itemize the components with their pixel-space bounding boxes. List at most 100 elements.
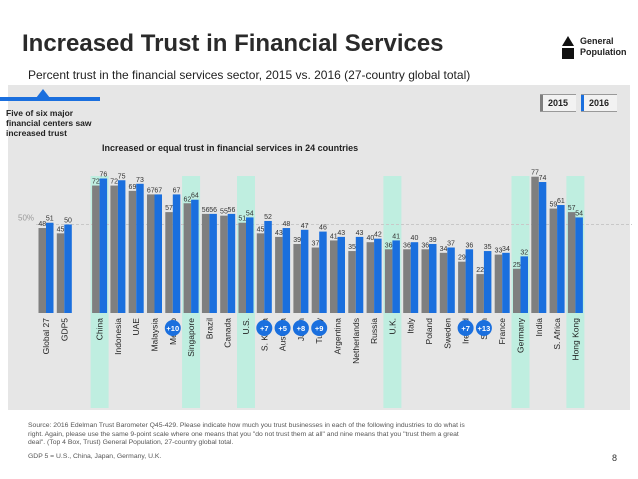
category-label: Sweden [442, 318, 452, 349]
bar-2016 [319, 231, 327, 313]
bar-2015 [238, 222, 246, 313]
category-label: Germany [516, 317, 526, 353]
data-label-2016: 76 [99, 171, 107, 178]
bar-2015 [256, 233, 265, 313]
data-label-2015: 62 [183, 196, 191, 203]
legend-item-2015: 2015 [540, 94, 576, 112]
bar-2015 [384, 249, 393, 313]
reference-line-label: 50% [18, 214, 34, 223]
change-badge [457, 320, 474, 336]
change-badge [256, 320, 273, 336]
data-label-2015: 39 [293, 237, 301, 244]
bar-2016 [172, 194, 181, 313]
data-label-2015: 72 [92, 179, 100, 186]
category-label: Canada [223, 318, 233, 348]
data-label-2015: 25 [513, 262, 521, 269]
bar-2015 [366, 242, 375, 313]
bar-2015 [92, 185, 100, 313]
bar-2015 [165, 212, 173, 313]
change-badge [274, 320, 291, 336]
data-label-2016: 41 [392, 233, 400, 240]
data-label-2015: 29 [458, 255, 466, 262]
data-label-2015: 51 [238, 216, 246, 223]
bar-2015 [458, 261, 466, 313]
data-label-2016: 43 [356, 230, 364, 237]
bar-2015 [476, 274, 484, 313]
category-label: Indonesia [113, 318, 123, 355]
legend-general-population-label: General Population [580, 36, 627, 57]
data-label-2015: 59 [549, 202, 557, 209]
data-label-2015: 69 [129, 184, 137, 191]
bar-2016 [575, 217, 583, 313]
callout-bar [0, 97, 100, 101]
category-label: Poland [424, 318, 434, 345]
data-label-2016: 51 [46, 216, 54, 223]
data-label-2015: 55 [220, 209, 228, 216]
bar-2015 [147, 194, 155, 313]
bar-2015 [275, 236, 283, 313]
bar-2016 [64, 224, 72, 313]
change-badge-label: +8 [297, 324, 306, 333]
bar-2016 [429, 243, 437, 313]
bar-2015 [38, 228, 46, 313]
data-label-2016: 56 [209, 207, 217, 214]
data-label-2015: 33 [495, 248, 503, 255]
bar-2015 [549, 208, 558, 313]
data-label-2015: 35 [348, 244, 356, 251]
data-label-2015: 57 [568, 205, 576, 212]
data-label-2016: 39 [429, 237, 437, 244]
data-label-2015: 36 [421, 242, 429, 249]
data-label-2016: 43 [337, 230, 345, 237]
data-label-2016: 56 [228, 207, 236, 214]
bar-2016 [154, 194, 162, 313]
source-note: Source: 2016 Edelman Trust Barometer Q45… [28, 422, 465, 446]
bar-2016 [300, 229, 309, 313]
data-label-2015: 48 [38, 221, 46, 228]
bar-2016 [246, 217, 254, 313]
bar-2016 [410, 242, 419, 313]
data-label-2016: 36 [465, 242, 473, 249]
data-label-2016: 42 [374, 232, 382, 239]
data-label-2016: 37 [447, 241, 455, 248]
category-label: UAE [131, 318, 141, 336]
data-label-2016: 64 [191, 193, 199, 200]
bar-2015 [293, 243, 301, 313]
data-label-2016: 73 [136, 177, 144, 184]
data-label-2015: 56 [202, 207, 210, 214]
data-label-2015: 36 [385, 242, 393, 249]
data-label-2015: 43 [275, 230, 283, 237]
category-label: Argentina [333, 318, 343, 355]
bar-2015 [513, 268, 521, 313]
data-label-2015: 36 [403, 242, 411, 249]
category-label: China [95, 318, 105, 340]
data-label-2015: 41 [330, 233, 338, 240]
data-label-2016: 32 [520, 249, 528, 256]
data-label-2016: 40 [411, 235, 419, 242]
change-badge-label: +7 [461, 324, 470, 333]
legend-label-2015: 2015 [547, 98, 569, 108]
bar-2016 [264, 220, 272, 313]
data-label-2016: 52 [264, 214, 272, 221]
change-badge-label: +7 [260, 324, 269, 333]
bar-2016 [117, 180, 126, 313]
bar-2015 [494, 254, 503, 313]
category-label: Russia [369, 318, 379, 344]
data-label-2015: 22 [476, 267, 484, 274]
data-label-2015: 37 [312, 241, 320, 248]
category-label: Brazil [204, 318, 214, 339]
data-label-2016: 54 [575, 210, 583, 217]
bar-2015 [330, 240, 338, 313]
bar-2015 [110, 185, 118, 313]
slide-subtitle: Percent trust in the financial services … [28, 68, 471, 82]
triangle-icon [562, 36, 574, 46]
bar-2015 [311, 247, 320, 313]
category-label: Italy [406, 317, 416, 333]
bar-2015 [128, 190, 137, 313]
bar-2016 [191, 199, 199, 313]
category-label: Hong Kong [570, 318, 580, 361]
data-label-2015: 72 [110, 179, 118, 186]
change-badge [164, 320, 181, 336]
bar-2015 [183, 203, 192, 313]
data-label-2016: 34 [502, 246, 510, 253]
data-label-2015: 67 [147, 187, 155, 194]
